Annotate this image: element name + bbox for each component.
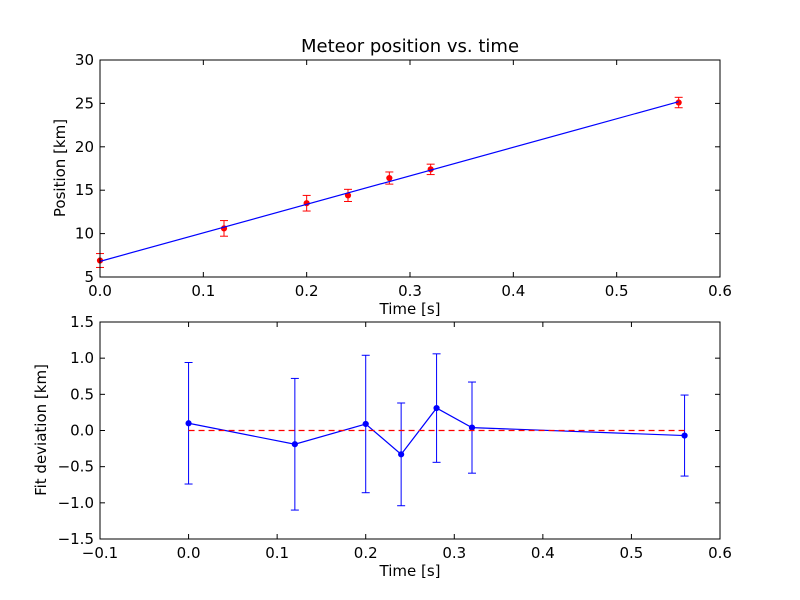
position-plot-xlabel: Time [s] [379, 300, 441, 318]
position-xtick-label: 0.3 [398, 282, 422, 300]
deviation-ytick-label: 0.0 [70, 422, 94, 440]
deviation-xtick-label: 0.2 [354, 544, 378, 562]
deviation-xtick-label: 0.3 [442, 544, 466, 562]
deviation-ytick-label: −1.5 [58, 530, 94, 548]
deviation-plot-ylabel: Fit deviation [km] [32, 364, 50, 496]
deviation-plot-frame [99, 321, 721, 540]
position-ytick-label: 20 [75, 138, 94, 156]
deviation-xtick-label: −0.1 [82, 544, 118, 562]
deviation-ytick-label: −0.5 [58, 458, 94, 476]
deviation-xtick-label: 0.5 [619, 544, 643, 562]
deviation-ytick-label: 1.5 [70, 313, 94, 331]
deviation-ytick-label: 0.5 [70, 385, 94, 403]
deviation-plot-ticks: −0.1 0.0 0.1 0.2 0.3 0.4 0.5 0.6 −1.5 −1.0 −0.5 0.0… [58, 313, 732, 562]
deviation-ytick-label: −1.0 [58, 494, 94, 512]
deviation-data-point [433, 404, 440, 412]
deviation-data-point [291, 441, 298, 448]
deviation-plot: −0.1 0.0 0.1 0.2 0.3 0.4 0.5 0.6 −1.5 −1.0 −0.5 0.0… [32, 313, 732, 580]
position-xtick-label: 0.4 [501, 282, 525, 300]
deviation-data-point [185, 420, 192, 427]
position-xtick-label: 0.0 [88, 282, 112, 300]
position-data-point [386, 174, 393, 182]
position-ytick-label: 5 [84, 268, 94, 286]
position-ytick-label: 15 [75, 181, 94, 199]
position-plot: Meteor position vs. time 0.0 0.1 0.2 0.3 0.4… [51, 36, 732, 318]
position-plot-ticks: 0.0 0.1 0.2 0.3 0.4 0.5 0.6 5 10 15 20 25 30 [75, 51, 732, 300]
deviation-plot-xlabel: Time [s] [379, 562, 441, 580]
deviation-ytick-label: 1.0 [70, 349, 94, 367]
deviation-data-point [468, 424, 476, 431]
position-xtick-label: 0.1 [191, 282, 215, 300]
deviation-data-point [398, 451, 405, 458]
position-xtick-label: 0.5 [605, 282, 629, 300]
position-xtick-label: 0.6 [708, 282, 732, 300]
position-plot-ylabel: Position [km] [51, 119, 69, 217]
deviation-data-point [362, 420, 369, 428]
position-fit-line [99, 101, 679, 262]
deviation-data-point [681, 432, 688, 439]
position-plot-frame [99, 59, 721, 278]
position-ytick-label: 10 [75, 225, 94, 243]
position-ytick-label: 25 [75, 94, 94, 112]
deviation-xtick-label: 0.4 [531, 544, 555, 562]
position-ytick-label: 30 [75, 51, 94, 69]
position-xtick-label: 0.2 [295, 282, 319, 300]
deviation-xtick-label: 0.0 [177, 544, 201, 562]
deviation-xtick-label: 0.6 [708, 544, 732, 562]
chart-title: Meteor position vs. time [301, 36, 519, 57]
deviation-plot-marks [184, 353, 689, 511]
deviation-xtick-label: 0.1 [265, 544, 289, 562]
